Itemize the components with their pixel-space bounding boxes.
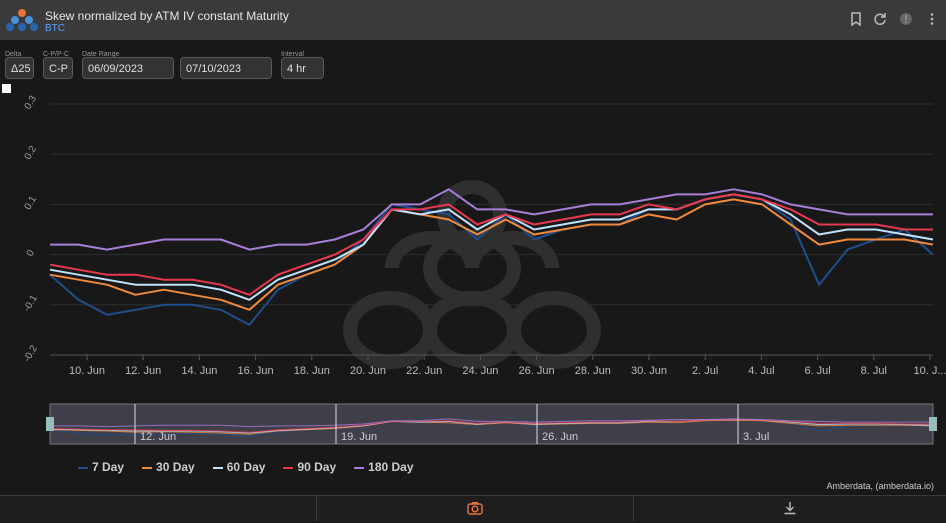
legend-swatch	[354, 466, 365, 469]
y-tick-label: 0	[25, 248, 38, 259]
x-tick-label: 18. Jun	[294, 365, 330, 377]
y-tick-label: 0.2	[23, 144, 40, 162]
x-tick-label: 22. Jun	[406, 365, 442, 377]
download-icon	[784, 502, 796, 515]
legend-label: 7 Day	[92, 460, 125, 474]
download-button[interactable]	[634, 496, 946, 521]
legend-label: 30 Day	[156, 460, 195, 474]
delta-label: Delta	[5, 51, 22, 58]
interval-select[interactable]: 4 hr	[281, 57, 324, 79]
navigator-series-line	[50, 418, 933, 428]
series-line-180-day[interactable]	[50, 188, 933, 251]
legend-item-7-day[interactable]: 7 Day	[78, 460, 124, 474]
legend-item-180-day[interactable]: 180 Day	[354, 460, 414, 474]
bottom-toolbar	[0, 495, 946, 521]
x-tick-label: 10. Jun	[69, 365, 105, 377]
x-tick-label: 8. Jul	[861, 365, 887, 377]
end-date-input[interactable]: 07/10/2023	[180, 57, 272, 79]
x-tick-label: 26. Jun	[519, 365, 555, 377]
x-tick-label: 12. Jun	[125, 365, 161, 377]
legend-swatch	[212, 466, 223, 469]
type-label: C-P/P-C	[43, 51, 70, 58]
x-tick-label: 2. Jul	[692, 365, 718, 377]
date-range-label: Date Range	[82, 51, 120, 58]
y-tick-label: -0.1	[22, 293, 40, 314]
series-lines	[49, 188, 934, 326]
title-bar: Skew normalized by ATM IV constant Matur…	[0, 0, 946, 40]
x-axis: 10. Jun 12. Jun 14. Jun 16. Jun 18. Jun 20. J…	[50, 354, 946, 377]
legend-swatch	[283, 466, 294, 469]
divider	[316, 496, 317, 521]
legend-label: 60 Day	[226, 460, 266, 474]
skew-line-chart: 0.3 0.2 0.1 0 -0.1 -0.2 10. Jun 12. Jun 14. Jun…	[22, 94, 946, 445]
x-tick-label: 6. Jul	[804, 365, 830, 377]
amberdata-logo-icon	[6, 9, 38, 31]
refresh-icon[interactable]	[872, 12, 888, 28]
y-tick-label: 0.3	[23, 94, 40, 112]
series-line-90-day[interactable]	[49, 193, 933, 296]
x-tick-label: 24. Jun	[462, 365, 498, 377]
reset-zoom-button[interactable]	[2, 84, 11, 93]
y-tick-label: -0.2	[22, 343, 40, 364]
type-select[interactable]: C-P	[43, 57, 73, 79]
y-axis: 0.3 0.2 0.1 0 -0.1 -0.2	[22, 94, 40, 364]
screenshot-button[interactable]	[317, 496, 633, 521]
legend-swatch	[78, 466, 88, 469]
legend-item-60-day[interactable]: 60 Day	[212, 460, 266, 474]
asset-subtitle: BTC	[45, 23, 65, 34]
navigator-ticks: 12. Jun 19. Jun 26. Jun 3. Jul	[134, 404, 769, 444]
legend-label: 90 Day	[297, 460, 337, 474]
legend-item-30-day[interactable]: 30 Day	[142, 460, 195, 474]
interval-label: Interval	[281, 51, 304, 58]
delta-select[interactable]: Δ25	[5, 57, 34, 79]
x-tick-label: 20. Jun	[350, 365, 386, 377]
y-tick-label: 0.1	[23, 194, 40, 212]
x-tick-label: 10. J...	[913, 365, 946, 377]
navigator-left-handle[interactable]	[46, 417, 54, 431]
bookmark-icon[interactable]	[848, 12, 864, 28]
camera-icon	[467, 502, 483, 515]
series-line-60-day[interactable]	[49, 193, 934, 301]
navigator-tick-label: 3. Jul	[743, 431, 769, 443]
navigator-lines	[49, 418, 934, 437]
navigator-series-line	[49, 418, 933, 433]
legend-item-90-day[interactable]: 90 Day	[283, 460, 336, 474]
chart-title: Skew normalized by ATM IV constant Matur…	[45, 9, 289, 23]
chart-legend: 7 Day 30 Day 60 Day 90 Day 180 Day	[78, 460, 432, 474]
navigator-tick-label: 19. Jun	[341, 431, 377, 443]
credit-text: Amberdata, (amberdata.io)	[826, 481, 934, 491]
amberdata-watermark	[343, 180, 602, 369]
x-tick-label: 4. Jul	[748, 365, 774, 377]
range-navigator[interactable]: 12. Jun 19. Jun 26. Jun 3. Jul	[46, 403, 937, 445]
more-options-icon[interactable]	[924, 12, 940, 28]
info-icon[interactable]	[898, 12, 914, 28]
start-date-input[interactable]: 06/09/2023	[82, 57, 174, 79]
legend-swatch	[142, 466, 153, 469]
x-tick-label: 14. Jun	[181, 365, 217, 377]
navigator-right-handle[interactable]	[929, 417, 937, 431]
x-tick-label: 16. Jun	[238, 365, 274, 377]
divider	[633, 496, 634, 521]
series-line-30-day[interactable]	[49, 198, 934, 311]
navigator-tick-label: 12. Jun	[140, 431, 176, 443]
navigator-series-line	[49, 419, 934, 435]
x-tick-label: 30. Jun	[631, 365, 667, 377]
legend-label: 180 Day	[368, 460, 414, 474]
x-tick-label: 28. Jun	[575, 365, 611, 377]
navigator-tick-label: 26. Jun	[542, 431, 578, 443]
